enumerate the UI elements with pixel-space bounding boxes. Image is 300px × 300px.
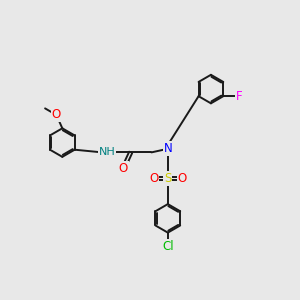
Text: O: O — [118, 162, 128, 175]
Text: O: O — [178, 172, 187, 185]
Text: O: O — [149, 172, 158, 185]
Text: F: F — [236, 90, 243, 103]
Text: S: S — [164, 172, 172, 185]
Text: NH: NH — [98, 147, 115, 158]
Text: Cl: Cl — [162, 240, 174, 253]
Text: O: O — [52, 108, 61, 122]
Text: N: N — [164, 142, 172, 155]
